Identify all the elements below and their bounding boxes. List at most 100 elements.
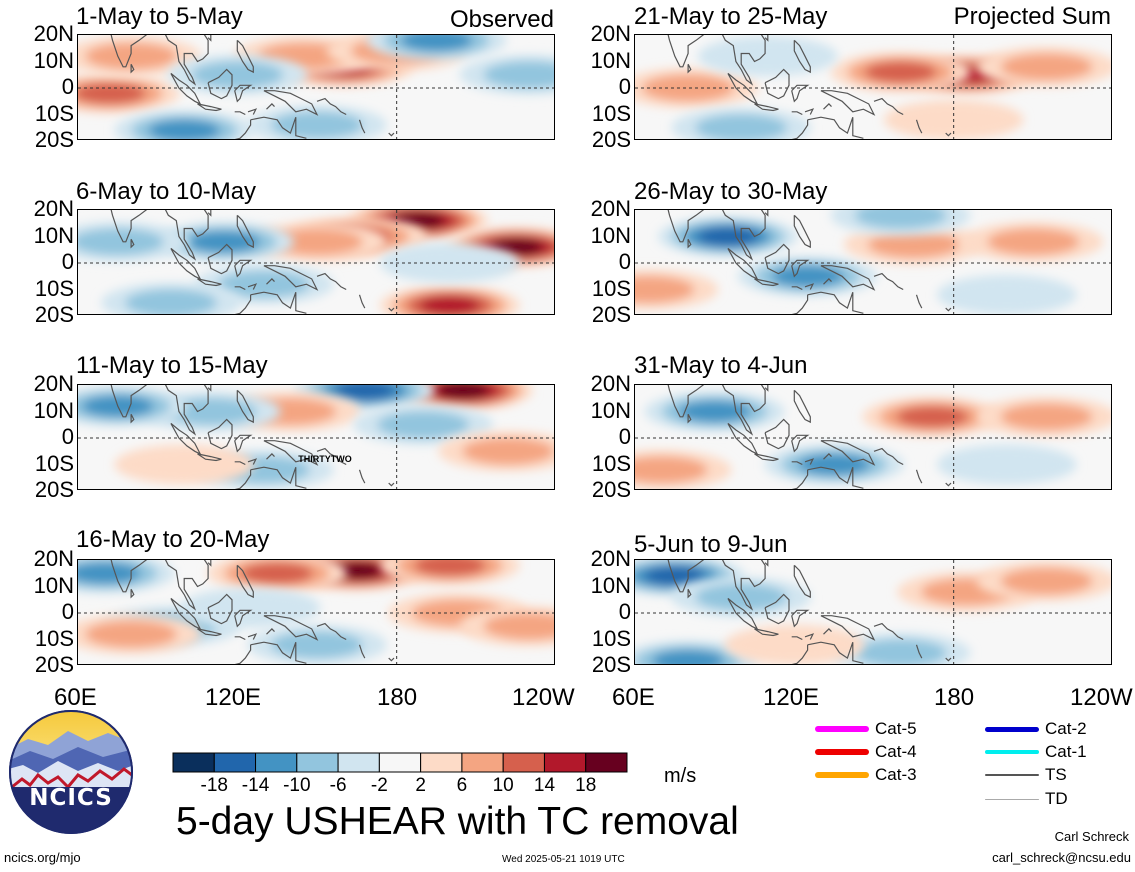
- shear-feature: [438, 431, 554, 472]
- shear-feature: [657, 216, 798, 257]
- coastline: [820, 265, 876, 291]
- shear-feature: [353, 404, 494, 445]
- shear-feature: [379, 243, 520, 283]
- lat-tick-label: 0: [61, 424, 74, 449]
- coastline: [250, 291, 307, 314]
- legend-swatch: [985, 774, 1039, 776]
- lat-tick-label: 10S: [591, 100, 631, 126]
- coastline: [793, 39, 811, 74]
- lat-tick-label: 20N: [590, 196, 631, 221]
- lat-tick-label: 20S: [591, 477, 631, 502]
- coastline: [207, 560, 212, 567]
- coastline: [820, 90, 876, 116]
- colorbar-swatch: [337, 752, 380, 773]
- coastline: [388, 482, 395, 487]
- colorbar-tick-label: 2: [415, 775, 426, 796]
- coastline: [234, 294, 252, 314]
- shear-feature: [459, 54, 554, 95]
- colorbar-swatch: [213, 752, 257, 773]
- coastline: [804, 458, 815, 465]
- coastline: [316, 447, 347, 466]
- shear-feature: [830, 52, 971, 93]
- coastline: [791, 469, 809, 489]
- shear-feature: [100, 282, 241, 314]
- shear-feature: [78, 73, 180, 114]
- shear-feature: [635, 269, 719, 310]
- legend-label: Cat-4: [875, 742, 917, 761]
- coastline: [263, 90, 319, 116]
- coastline: [110, 35, 148, 68]
- lon-tick-60e-right: 60E: [612, 684, 655, 711]
- legend-label: TS: [1045, 765, 1067, 784]
- coastline: [804, 283, 815, 290]
- shear-feature: [936, 274, 1077, 314]
- footer-timestamp: Wed 2025-05-21 1019 UTC: [502, 854, 625, 865]
- coastline: [250, 116, 307, 139]
- coastline: [807, 116, 864, 139]
- colorbar-swatch: [255, 752, 298, 773]
- coastline: [247, 458, 258, 465]
- coastline: [250, 466, 307, 489]
- lat-tick-label: 10N: [590, 397, 631, 423]
- map-panel-5: [634, 34, 1112, 140]
- map-svg: [635, 560, 1111, 664]
- coastline: [234, 119, 252, 139]
- coastline: [130, 238, 135, 249]
- coastline: [197, 103, 222, 112]
- coastline: [197, 278, 222, 287]
- lat-tick-label: 0: [618, 249, 631, 274]
- lat-tick-label: 10S: [34, 450, 74, 476]
- coastline: [764, 210, 769, 217]
- lat-tick-label: 0: [618, 424, 631, 449]
- coastline: [358, 644, 366, 659]
- lat-tick-label: 20N: [33, 546, 74, 571]
- coastline: [388, 657, 395, 662]
- lat-tick-label: 0: [61, 599, 74, 624]
- projected-label: Projected Sum: [953, 3, 1111, 30]
- coastline: [164, 560, 209, 611]
- coastline: [667, 35, 705, 68]
- coastline: [236, 39, 254, 74]
- lat-tick-label: 20S: [34, 652, 74, 677]
- lat-tick-label: 20S: [34, 477, 74, 502]
- map-panel-4: [77, 559, 555, 665]
- coastline: [915, 644, 923, 659]
- shear-feature: [671, 577, 812, 618]
- legend-swatch: [985, 798, 1039, 800]
- lat-tick-label: 10N: [33, 222, 74, 248]
- coastline: [873, 272, 904, 291]
- coastline: [807, 466, 864, 489]
- shear-feature: [366, 35, 507, 61]
- coastline: [266, 103, 275, 110]
- colorbar-tick-label: -14: [241, 775, 270, 796]
- lat-tick-label: 10N: [33, 397, 74, 423]
- coastline: [247, 108, 258, 115]
- panel-title-2: 6-May to 10-May: [76, 178, 257, 205]
- coastline: [873, 97, 904, 116]
- coastline: [236, 214, 254, 249]
- coastline: [130, 588, 135, 599]
- lat-tick-label: 10N: [590, 47, 631, 73]
- coastline: [164, 385, 209, 436]
- ncics-logo: [9, 710, 133, 834]
- legend-swatch: [815, 772, 869, 778]
- coastline: [793, 564, 811, 599]
- coastline: [164, 210, 209, 261]
- colorbar-swatch: [378, 752, 422, 773]
- coastline: [247, 283, 258, 290]
- map-svg: [635, 35, 1111, 139]
- lat-tick-label: 0: [618, 74, 631, 99]
- shear-feature: [724, 624, 865, 664]
- footer-author: Carl Schreck: [1054, 829, 1129, 844]
- coastline: [250, 641, 307, 664]
- map-svg: [78, 560, 554, 664]
- coastline: [764, 418, 790, 450]
- lon-tick-60e-left: 60E: [54, 684, 97, 711]
- colorbar-swatch: [585, 752, 628, 773]
- coastline: [358, 119, 366, 134]
- legend-label: Cat-1: [1045, 742, 1087, 761]
- coastline: [164, 35, 209, 86]
- map-svg: THIRTYTWO: [78, 385, 554, 489]
- shear-feature: [830, 210, 971, 236]
- shear-feature: [963, 221, 1104, 262]
